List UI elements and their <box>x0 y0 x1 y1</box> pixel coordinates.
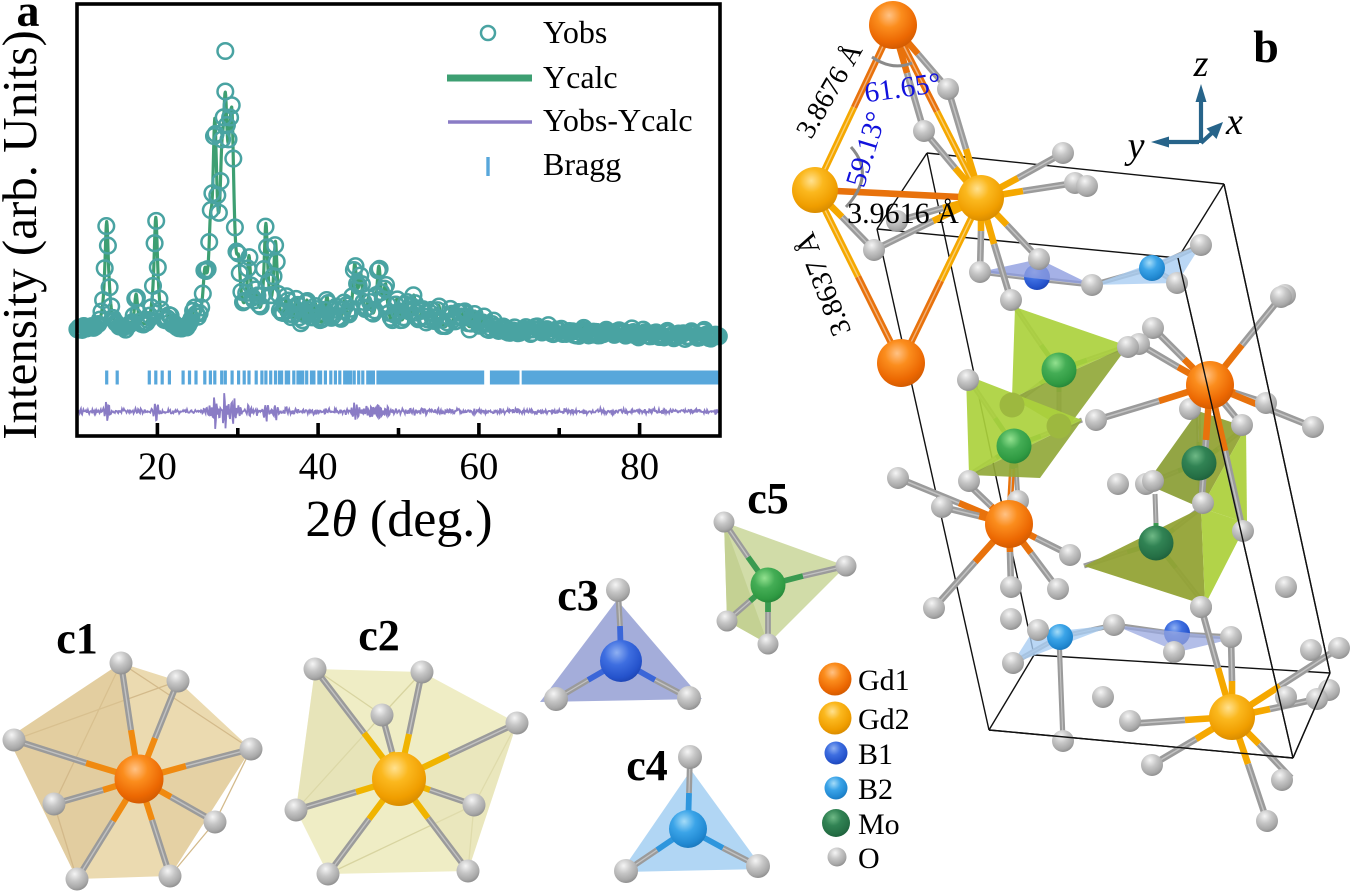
svg-text:Gd2: Gd2 <box>858 703 910 736</box>
svg-text:Yobs-Ycalc: Yobs-Ycalc <box>543 102 693 138</box>
svg-text:a: a <box>17 0 40 36</box>
svg-text:2θ (deg.): 2θ (deg.) <box>305 491 492 548</box>
svg-text:80: 80 <box>620 445 659 488</box>
svg-text:z: z <box>1193 43 1209 85</box>
svg-text:Mo: Mo <box>858 808 900 841</box>
svg-text:Gd1: Gd1 <box>858 664 910 697</box>
svg-text:b: b <box>1253 21 1279 72</box>
svg-text:c1: c1 <box>56 614 98 663</box>
svg-text:c3: c3 <box>557 571 599 620</box>
svg-text:x: x <box>1225 101 1243 143</box>
svg-text:c5: c5 <box>747 474 789 523</box>
svg-text:B2: B2 <box>858 773 893 806</box>
svg-text:c2: c2 <box>358 611 400 660</box>
svg-text:40: 40 <box>299 445 338 488</box>
svg-text:Ycalc: Ycalc <box>543 59 618 95</box>
svg-text:3.9616 Å: 3.9616 Å <box>847 197 959 230</box>
svg-text:B1: B1 <box>858 738 893 771</box>
svg-text:Bragg: Bragg <box>543 146 621 182</box>
svg-text:c4: c4 <box>626 741 668 790</box>
svg-text:3.8637 Å: 3.8637 Å <box>789 228 858 340</box>
svg-text:Intensity (arb. Units): Intensity (arb. Units) <box>0 30 47 440</box>
svg-text:20: 20 <box>138 445 177 488</box>
svg-text:60: 60 <box>459 445 498 488</box>
svg-text:Yobs: Yobs <box>543 14 607 50</box>
svg-text:y: y <box>1124 125 1145 167</box>
svg-text:O: O <box>858 842 880 875</box>
